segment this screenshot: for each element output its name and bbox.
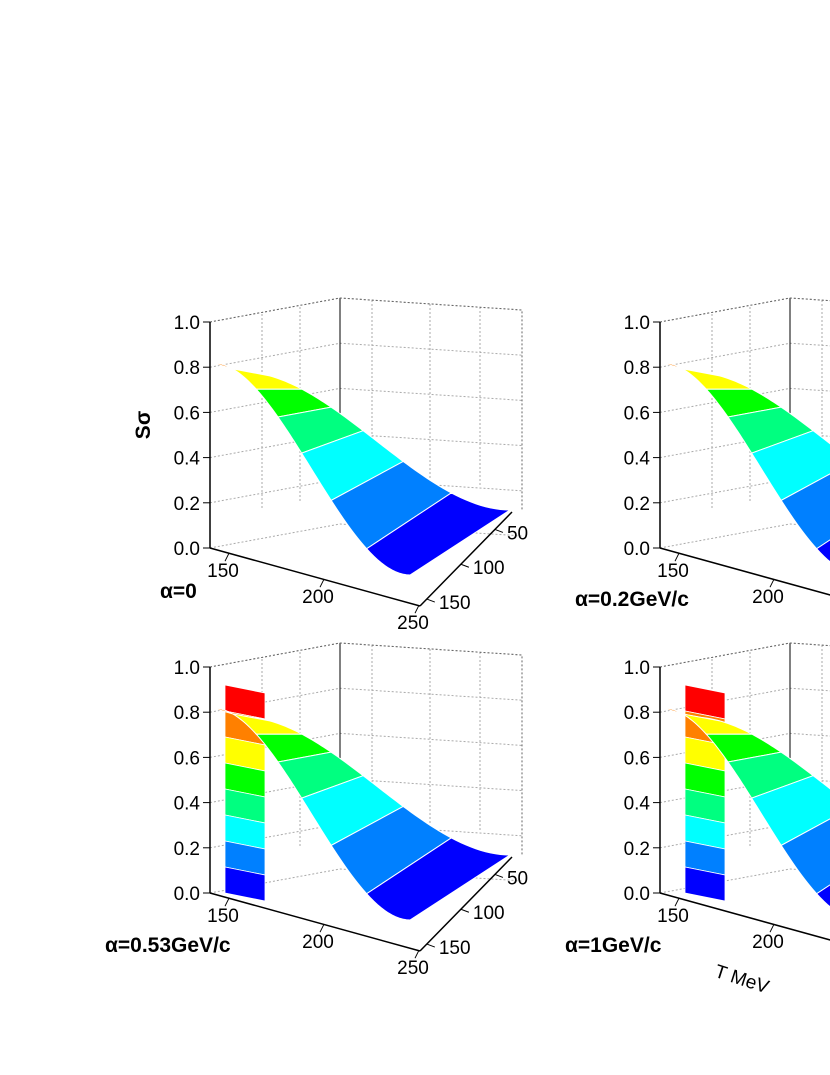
x-tick <box>674 897 680 907</box>
grid-line <box>659 342 830 368</box>
x-axis-title: T MeV <box>712 961 772 998</box>
z-tick-label: 0.6 <box>174 748 200 769</box>
x-tick <box>414 949 420 959</box>
surface-band <box>780 818 830 895</box>
x-tick-label: 150 <box>657 561 689 582</box>
x-tick-label: 200 <box>752 932 784 953</box>
axis <box>659 892 830 941</box>
surface-band <box>815 539 830 563</box>
y-tick <box>494 528 504 533</box>
x-tick <box>674 552 680 562</box>
z-tick-label: 0.2 <box>624 839 650 860</box>
z-tick-label: 0.4 <box>624 449 651 470</box>
surface-band <box>815 884 830 908</box>
grid-line <box>209 297 523 323</box>
axis <box>209 892 421 952</box>
surface-band <box>682 368 752 390</box>
x-tick <box>319 923 325 933</box>
grid-line <box>659 642 830 668</box>
axis <box>209 547 421 607</box>
grid-line <box>209 342 523 368</box>
panel-label: α=0.2GeV/c <box>575 588 689 611</box>
x-tick-label: 200 <box>302 932 334 953</box>
panel-label: α=0.53GeV/c <box>105 934 231 957</box>
z-tick-label: 0.8 <box>624 358 650 379</box>
y-tick-label: 50 <box>507 868 528 889</box>
z-tick-label: 1.0 <box>624 658 650 679</box>
x-tick-label: 200 <box>752 587 784 608</box>
axis <box>659 547 830 596</box>
y-tick-label: 100 <box>473 903 505 924</box>
grid-line <box>659 297 830 323</box>
z-tick-label: 0.2 <box>174 839 200 860</box>
y-tick <box>426 943 435 948</box>
surface-band <box>750 775 830 847</box>
z-tick-label: 0.4 <box>624 794 651 815</box>
z-tick-label: 0.0 <box>624 884 650 905</box>
surface-band <box>224 866 266 902</box>
z-tick-label: 0.2 <box>624 494 650 515</box>
y-tick-label: 150 <box>439 938 471 959</box>
grid-line <box>209 387 523 413</box>
z-tick-label: 0.0 <box>174 539 200 560</box>
z-tick-label: 0.4 <box>174 449 201 470</box>
z-tick-label: 1.0 <box>174 313 200 334</box>
surface-band <box>780 473 830 550</box>
y-tick-label: 50 <box>507 523 528 544</box>
axis <box>419 511 513 607</box>
x-tick-label: 200 <box>302 587 334 608</box>
x-tick <box>224 897 230 907</box>
surface-band <box>750 430 830 502</box>
surface-band <box>232 368 302 390</box>
x-tick-label: 250 <box>397 613 429 634</box>
z-tick-label: 0.8 <box>624 703 650 724</box>
z-tick-label: 0.2 <box>174 494 200 515</box>
z-tick-label: 0.6 <box>174 403 200 424</box>
y-tick <box>460 908 470 913</box>
x-tick <box>414 604 420 614</box>
z-tick-label: 0.4 <box>174 794 201 815</box>
z-tick-label: 0.8 <box>174 703 200 724</box>
x-tick-label: 150 <box>657 906 689 927</box>
z-tick-label: 0.6 <box>624 748 650 769</box>
x-tick <box>319 578 325 588</box>
y-tick <box>460 563 470 568</box>
x-tick-label: 150 <box>207 561 239 582</box>
panel-label: α=1GeV/c <box>565 934 662 957</box>
x-tick <box>224 552 230 562</box>
grid-line <box>209 642 523 668</box>
surface-band <box>365 837 512 921</box>
x-tick <box>769 923 775 933</box>
grid-line <box>659 523 830 549</box>
z-tick-label: 0.6 <box>624 403 650 424</box>
y-tick-label: 150 <box>439 593 471 614</box>
y-tick <box>426 598 435 603</box>
z-axis-title: Sσ <box>132 411 155 439</box>
surface-band <box>365 492 512 576</box>
surface-band <box>684 866 726 902</box>
axis <box>419 856 513 952</box>
x-tick <box>769 578 775 588</box>
z-tick-label: 1.0 <box>174 658 200 679</box>
z-tick-label: 0.0 <box>624 539 650 560</box>
z-tick-label: 1.0 <box>624 313 650 334</box>
y-tick <box>494 873 504 878</box>
x-tick-label: 150 <box>207 906 239 927</box>
panel-label: α=0 <box>160 580 197 603</box>
x-tick-label: 250 <box>397 958 429 979</box>
y-tick-label: 100 <box>473 558 505 579</box>
z-tick-label: 0.0 <box>174 884 200 905</box>
z-tick-label: 0.8 <box>174 358 200 379</box>
